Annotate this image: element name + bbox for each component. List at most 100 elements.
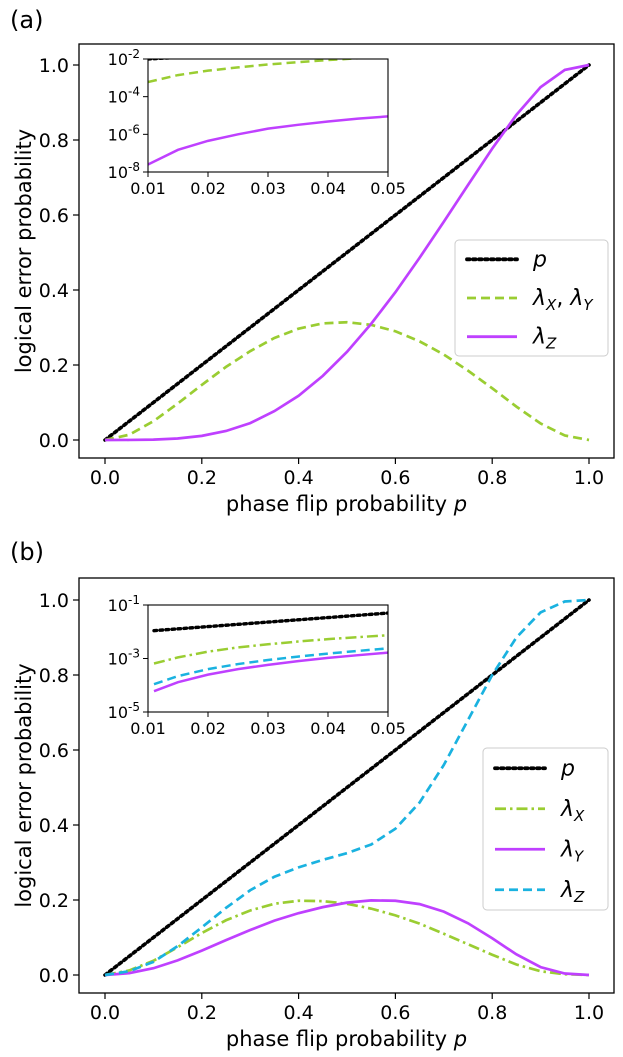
- inset-y-tick-base: 10: [108, 703, 128, 722]
- inset-x-tick-label: 0.01: [130, 179, 166, 198]
- inset-series-line: [148, 115, 388, 166]
- panel-a: (a) 0.0 0.2 0.4 0.6 0.8 1.0 0.0 0.2 0.4 0.6 0.8 1.0 p…: [10, 6, 615, 516]
- inset-series-line: [153, 634, 388, 665]
- inset-y-tick-exponent: -1: [128, 593, 140, 607]
- inset-x-tick-label: 0.05: [370, 719, 406, 738]
- x-tick-label: 0.6: [380, 1002, 410, 1024]
- inset-y-tick-label: 10-5: [108, 700, 140, 722]
- inset-y-tick-exponent: -3: [128, 647, 140, 661]
- legend-label-separator: ,: [556, 286, 570, 311]
- legend-label-symbol: λ: [532, 325, 546, 350]
- x-tick-label: 0.8: [477, 1002, 507, 1024]
- legend-label-symbol: p: [532, 247, 547, 272]
- legend-label-symbol: λ: [560, 878, 574, 903]
- inset-y-tick-base: 10: [108, 50, 128, 69]
- inset-y-tick-exponent: -4: [128, 85, 140, 99]
- legend-label: p: [532, 247, 547, 272]
- x-tick-label: 0.2: [187, 467, 217, 489]
- legend-label-symbol: λ: [560, 837, 574, 862]
- x-tick-label: 0.0: [90, 467, 120, 489]
- y-axis-label: logical error probability: [12, 129, 36, 373]
- series-line-p: [103, 598, 591, 977]
- series-line-lambda-x: [104, 320, 590, 442]
- inset-x-tick-label: 0.02: [190, 179, 226, 198]
- inset-y-tick-exponent: -8: [128, 160, 140, 174]
- x-tick-label: 0.2: [187, 1002, 217, 1024]
- inset-x-tick-label: 0.04: [310, 179, 346, 198]
- legend-label-subscript: Z: [545, 335, 557, 353]
- x-axis-label-variable: p: [453, 492, 467, 516]
- panel-label: (a): [10, 6, 43, 34]
- x-tick-label: 0.0: [90, 1002, 120, 1024]
- inset-y-tick-base: 10: [108, 88, 128, 107]
- y-tick-label: 0.4: [39, 815, 69, 837]
- legend-label-subscript: X: [573, 807, 585, 825]
- inset-y-tick-base: 10: [108, 163, 128, 182]
- inset-series-line: [153, 647, 388, 686]
- inset-background: [148, 59, 388, 172]
- y-tick-label: 0.6: [39, 205, 69, 227]
- inset-y-tick-label: 10-8: [108, 160, 140, 182]
- y-tick-label: 0.8: [39, 665, 69, 687]
- x-axis-label-variable: p: [453, 1027, 467, 1051]
- x-tick-label: 0.8: [477, 467, 507, 489]
- x-tick-label: 1.0: [574, 467, 604, 489]
- legend-label: λX: [560, 797, 585, 825]
- legend-label: λX, λY: [532, 286, 594, 314]
- inset-y-tick-label: 10-2: [108, 47, 140, 69]
- legend-label-symbol: p: [560, 756, 575, 781]
- inset-x-tick-label: 0.05: [370, 179, 406, 198]
- inset-x-tick-label: 0.03: [250, 719, 286, 738]
- y-axis-label: logical error probability: [12, 663, 36, 907]
- legend-label-symbol-2: λ: [569, 286, 583, 311]
- inset-x-tick-label: 0.01: [130, 719, 166, 738]
- inset-y-tick-exponent: -6: [128, 122, 140, 136]
- y-tick-label: 0.4: [39, 280, 69, 302]
- inset-series-line: [148, 59, 180, 61]
- inset-series-line: [152, 611, 388, 633]
- x-axis-label-text: phase flip probability: [226, 492, 454, 516]
- inset-x-tick-label: 0.03: [250, 179, 286, 198]
- series-line-lambda-x: [104, 899, 590, 977]
- y-tick-label: 0.0: [39, 430, 69, 452]
- x-tick-label: 0.4: [283, 467, 313, 489]
- legend-label: λZ: [560, 878, 585, 906]
- inset-x-tick-label: 0.02: [190, 719, 226, 738]
- y-tick-label: 0.2: [39, 355, 69, 377]
- x-axis-label: phase flip probability p: [226, 492, 467, 516]
- inset-y-tick-base: 10: [108, 650, 128, 669]
- series-line-lambda-z: [104, 598, 590, 977]
- y-tick-label: 0.2: [39, 890, 69, 912]
- y-tick-label: 0.0: [39, 965, 69, 987]
- legend-label-subscript: X: [545, 296, 557, 314]
- legend-box: [454, 239, 609, 357]
- legend-label-subscript: Z: [573, 888, 585, 906]
- y-tick-label: 1.0: [39, 590, 69, 612]
- x-axis-label: phase flip probability p: [226, 1027, 467, 1051]
- plot-frame: [78, 43, 615, 459]
- inset-y-tick-label: 10-4: [108, 85, 140, 107]
- inset-y-tick-base: 10: [108, 125, 128, 144]
- x-tick-label: 0.4: [283, 1002, 313, 1024]
- legend-box: [482, 747, 609, 911]
- legend-label: λY: [560, 837, 585, 865]
- inset-y-tick-label: 10-3: [108, 647, 140, 669]
- x-tick-label: 1.0: [574, 1002, 604, 1024]
- x-tick-label: 0.6: [380, 467, 410, 489]
- y-tick-label: 0.8: [39, 130, 69, 152]
- panel-label: (b): [10, 538, 44, 566]
- series-line-lambda-y: [104, 899, 590, 977]
- inset-y-tick-exponent: -5: [128, 700, 140, 714]
- inset-x-tick-label: 0.04: [310, 719, 346, 738]
- inset-y-tick-exponent: -2: [128, 47, 140, 61]
- legend-label-symbol: λ: [532, 286, 546, 311]
- legend-label: λZ: [532, 325, 557, 353]
- legend-label: p: [560, 756, 575, 781]
- y-tick-label: 1.0: [39, 55, 69, 77]
- legend-label-subscript-2: Y: [583, 296, 594, 314]
